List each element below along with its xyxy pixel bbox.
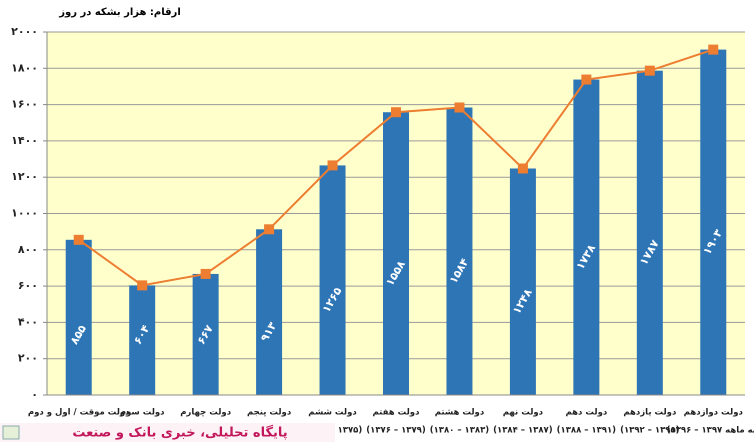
x-tick-label: دولت ششم	[308, 408, 357, 418]
line-marker	[137, 280, 148, 291]
watermark-bar: پایگاه تحلیلی، خبری بانک و صنعت	[0, 423, 335, 442]
x-tick-label: دولت هشتم	[435, 408, 485, 418]
line-marker	[391, 107, 401, 118]
bar	[192, 273, 219, 395]
bar	[65, 239, 92, 395]
y-tick-label: ۰	[31, 388, 38, 401]
y-tick-label: ۲۰۰	[18, 352, 38, 365]
bar	[256, 229, 283, 395]
x-tick-period: (۱۳۹۲ – ۱۳۹۵)	[620, 426, 680, 436]
line-marker	[73, 234, 84, 245]
x-tick-label: دولت دهم	[566, 408, 608, 418]
x-tick-label: دولت نهم	[503, 408, 544, 418]
y-tick-label: ۸۰۰	[18, 243, 38, 256]
line-marker	[264, 224, 275, 235]
line-marker	[644, 65, 655, 76]
watermark-bg	[0, 423, 335, 442]
y-tick-label: ۱۴۰۰	[11, 134, 38, 147]
bar	[446, 107, 473, 395]
bar	[319, 165, 346, 395]
watermark: پایگاه تحلیلی، خبری بانک و صنعت	[72, 425, 287, 441]
bar	[700, 49, 727, 395]
x-tick-period: (۱۳۸۸ – ۱۳۹۱)	[557, 426, 617, 436]
plot: ۰ ۲۰۰ ۴۰۰ ۶۰۰ ۸۰۰ ۱۰۰۰ ۱۲۰۰ ۱۴۰۰ ۱۶۰۰ ۱۸۰۰ ۲۰۰۰ دول…	[11, 25, 754, 436]
line-marker	[327, 160, 338, 171]
line-marker	[200, 268, 211, 279]
bar	[573, 79, 600, 395]
line-marker	[581, 74, 592, 85]
x-tick-label: دولت پنجم	[247, 408, 292, 418]
y-tick-label: ۱۲۰۰	[11, 170, 38, 183]
x-tick-label: دولت چهارم	[180, 408, 231, 418]
bar	[383, 112, 409, 396]
x-tick-label: دولت هفتم	[373, 408, 421, 418]
y-tick-label: ۱۰۰۰	[11, 207, 38, 220]
chart-title: ارقام: هزار بشکه در روز	[58, 7, 181, 18]
x-tick-period: (۱۳۷۶ – ۱۳۷۹)	[366, 426, 426, 436]
x-tick-label: دولت دوازدهم	[684, 408, 744, 418]
line-marker	[708, 44, 719, 55]
bar	[509, 168, 536, 395]
y-tick-label: ۶۰۰	[18, 279, 38, 292]
bar	[129, 285, 156, 395]
logo	[2, 425, 20, 440]
line-marker	[517, 163, 528, 174]
bar	[636, 70, 663, 396]
y-tick-label: ۱۶۰۰	[11, 98, 38, 111]
y-tick-label: ۴۰۰	[18, 315, 38, 328]
y-tick-label: ۲۰۰۰	[11, 25, 38, 38]
x-tick-period: (۱۳۹۶ – ۱۳۹۷ نه ماهه)	[667, 426, 754, 436]
x-tick-period: (۱۳۸۰ – ۱۳۸۳)	[430, 426, 490, 436]
x-tick-label: دولت یازدهم	[623, 408, 677, 418]
y-tick-label: ۱۸۰۰	[11, 61, 38, 74]
x-tick-label: دولت سوم	[120, 408, 165, 418]
x-tick-period: (۱۳۸۴ – ۱۳۸۷)	[493, 426, 553, 436]
x-tick-label: دولت موقت / اول و دوم	[28, 408, 130, 418]
line-marker	[454, 102, 465, 113]
